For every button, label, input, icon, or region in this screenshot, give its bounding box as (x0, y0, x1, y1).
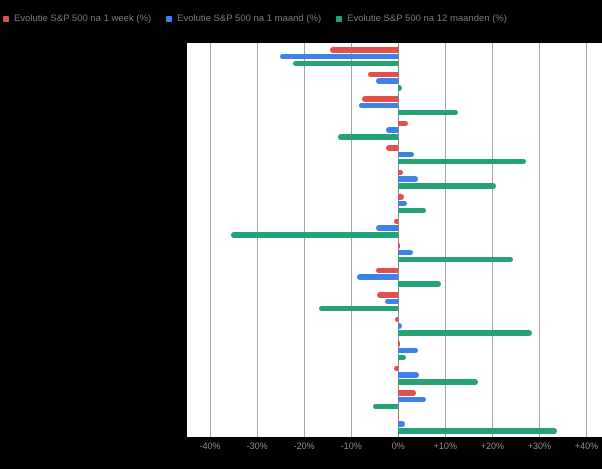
gridline-+10% (444, 43, 446, 437)
bar-1-maand-group-10 (357, 274, 399, 280)
bar-12-maanden-group-5 (398, 158, 527, 165)
legend-item-1-maand[interactable]: Evolutie S&P 500 na 1 maand (%) (166, 14, 321, 24)
bar-12-maanden-group-15 (373, 403, 399, 410)
bar-1-week-group-16 (398, 414, 400, 421)
chart-legend: Evolutie S&P 500 na 1 week (%) Evolutie … (3, 14, 507, 24)
gridline-+30% (538, 43, 540, 437)
bar-1-maand-group-11 (385, 298, 399, 305)
bar-1-maand-group-12 (398, 323, 403, 329)
gridline--20% (303, 43, 305, 437)
legend-item-12-maanden[interactable]: Evolutie S&P 500 na 12 maanden (%) (336, 14, 507, 24)
x-axis-tick-label: +30% (527, 441, 552, 451)
bar-12-maanden-group-6 (398, 183, 496, 189)
x-axis-tick-label: -10% (340, 441, 362, 451)
bar-1-maand-group-13 (398, 347, 419, 354)
bar-12-maanden-group-8 (230, 232, 399, 238)
bar-1-week-group-6 (398, 169, 404, 176)
bar-1-week-group-2 (367, 71, 399, 78)
legend-label-1-maand: Evolutie S&P 500 na 1 maand (%) (177, 13, 322, 24)
bar-1-maand-group-5 (398, 151, 415, 158)
bar-12-maanden-group-11 (319, 305, 399, 312)
bar-1-week-group-14 (394, 365, 399, 372)
bar-1-week-group-15 (398, 390, 417, 396)
bar-12-maanden-group-10 (398, 281, 442, 287)
gridline--40% (209, 43, 211, 437)
x-axis-tick-label: 0% (391, 441, 405, 451)
bar-12-maanden-group-16 (398, 428, 558, 434)
bar-1-week-group-12 (394, 316, 399, 323)
x-axis-tick-label: -20% (293, 441, 315, 451)
bar-12-maanden-group-7 (398, 207, 426, 214)
x-axis-tick-label: -30% (246, 441, 268, 451)
x-axis-tick-label: +20% (480, 441, 504, 451)
x-axis-tick-label: +10% (433, 441, 457, 451)
bar-12-maanden-group-9 (398, 256, 514, 263)
bar-1-week-group-7 (398, 194, 405, 200)
gridline-+40% (585, 43, 587, 437)
bar-12-maanden-group-2 (398, 85, 402, 91)
gridline--10% (350, 43, 352, 437)
bar-1-maand-group-14 (398, 372, 419, 378)
legend-swatch-green-icon (336, 16, 343, 22)
bar-1-maand-group-16 (398, 421, 406, 427)
legend-label-1-week: Evolutie S&P 500 na 1 week (%) (14, 13, 152, 24)
bar-1-week-group-4 (398, 120, 408, 127)
bar-1-week-group-10 (376, 267, 399, 274)
bar-12-maanden-group-14 (398, 379, 479, 385)
bar-1-week-group-3 (361, 96, 399, 102)
bar-12-maanden-group-13 (398, 354, 406, 361)
plot-area (187, 43, 602, 437)
bar-1-maand-group-15 (398, 396, 427, 403)
legend-swatch-red-icon (3, 16, 9, 22)
bar-12-maanden-group-4 (338, 134, 399, 140)
bar-1-maand-group-7 (398, 200, 407, 207)
bar-1-week-group-1 (330, 47, 399, 53)
bar-12-maanden-group-3 (398, 109, 459, 116)
bar-12-maanden-group-12 (398, 330, 533, 336)
bar-1-maand-group-2 (375, 78, 399, 84)
bar-1-maand-group-8 (375, 225, 399, 231)
x-axis-tick-label: +40% (574, 441, 599, 451)
x-axis-tick-label: -40% (199, 441, 221, 451)
bar-1-week-group-8 (393, 218, 399, 225)
legend-item-1-week[interactable]: Evolutie S&P 500 na 1 week (%) (3, 14, 151, 24)
bar-12-maanden-group-1 (293, 60, 399, 67)
legend-swatch-blue-icon (166, 16, 173, 22)
bar-1-maand-group-4 (385, 127, 399, 133)
bar-1-maand-group-3 (358, 102, 399, 109)
bar-1-week-group-11 (376, 292, 399, 298)
bar-1-week-group-5 (385, 145, 399, 151)
gridline--30% (256, 43, 258, 437)
bar-1-week-group-9 (398, 243, 400, 249)
bar-1-week-group-13 (398, 341, 400, 347)
bar-1-maand-group-1 (280, 53, 399, 60)
bar-1-maand-group-9 (398, 249, 414, 256)
bar-1-maand-group-6 (398, 176, 418, 182)
zero-gridline (397, 43, 399, 437)
gridline-+20% (491, 43, 493, 437)
legend-label-12-maanden: Evolutie S&P 500 na 12 maanden (%) (347, 13, 507, 24)
